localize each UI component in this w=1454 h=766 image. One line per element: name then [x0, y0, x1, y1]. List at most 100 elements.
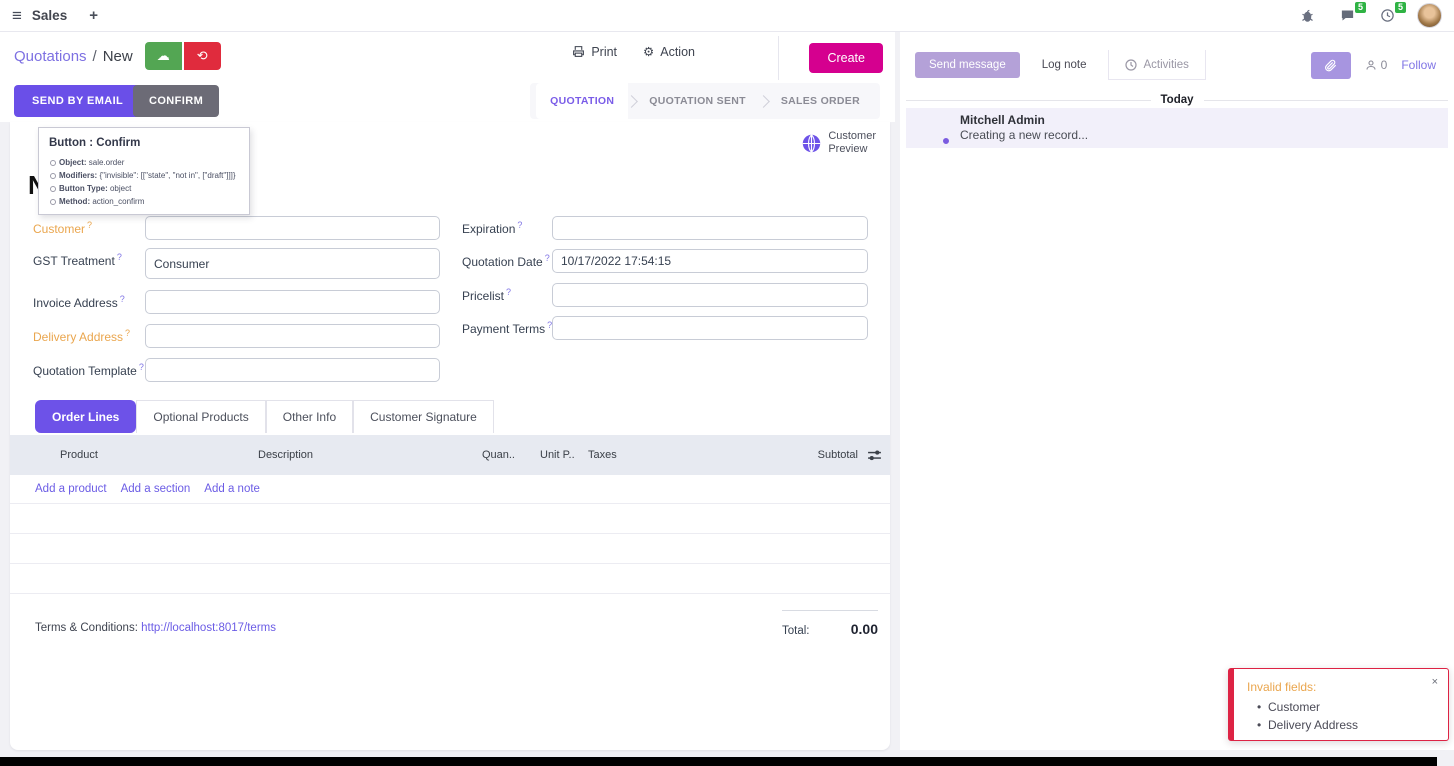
status-quotation[interactable]: QUOTATION: [536, 83, 629, 119]
payment-terms-label: Payment Terms?: [462, 320, 553, 336]
customer-label: Customer?: [33, 220, 93, 236]
invalid-field-item: Customer: [1257, 700, 1438, 714]
quotation-template-input[interactable]: [145, 358, 440, 382]
tab-customer-signature[interactable]: Customer Signature: [353, 400, 494, 433]
total-box: Total: 0.00: [782, 610, 878, 637]
schedule-activity-button[interactable]: Activities: [1108, 50, 1206, 80]
messages-badge: 5: [1354, 1, 1366, 13]
cloud-save-icon: ☁: [156, 48, 170, 63]
messages-icon[interactable]: 5: [1337, 1, 1366, 25]
date-divider-label: Today: [1160, 94, 1194, 106]
tab-other-info[interactable]: Other Info: [265, 400, 354, 433]
add-a-section-link[interactable]: Add a section: [120, 483, 191, 495]
quotation-date-input[interactable]: [552, 249, 868, 273]
action-label: Action: [660, 44, 695, 59]
quotation-date-label: Quotation Date?: [462, 253, 550, 269]
apps-menu-icon[interactable]: ≡: [12, 5, 22, 25]
expiration-label: Expiration?: [462, 220, 523, 236]
discard-record-button[interactable]: ⟲: [183, 42, 221, 70]
message-author: Mitchell Admin: [960, 113, 1045, 127]
breadcrumb-current: New: [102, 47, 133, 65]
status-quotation-sent[interactable]: QUOTATION SENT: [649, 95, 746, 107]
action-menu[interactable]: ⚙ Action: [643, 44, 695, 60]
add-a-note-link[interactable]: Add a note: [204, 483, 260, 495]
chatter-toolbar: Send message Log note Activities 0 Follo…: [900, 50, 1454, 80]
customer-preview-label: Customer Preview: [828, 130, 876, 155]
optional-columns-icon[interactable]: [858, 450, 890, 461]
clock-icon: [1125, 58, 1138, 71]
app-name-menu[interactable]: Sales: [31, 8, 68, 23]
breadcrumb-quotations-link[interactable]: Quotations: [14, 47, 87, 65]
save-record-button[interactable]: ☁: [144, 42, 182, 70]
send-message-button[interactable]: Send message: [915, 52, 1020, 78]
delivery-address-input[interactable]: [145, 324, 440, 348]
empty-order-line: [10, 534, 890, 564]
activities-label: Activities: [1143, 58, 1189, 71]
log-note-button[interactable]: Log note: [1041, 59, 1087, 71]
delivery-address-label: Delivery Address?: [33, 328, 131, 344]
tooltip-key: Modifiers:: [59, 171, 98, 180]
invalid-field-item: Delivery Address: [1257, 718, 1438, 732]
create-button[interactable]: Create: [809, 43, 883, 73]
customer-input[interactable]: [145, 216, 440, 240]
expiration-input[interactable]: [552, 216, 868, 240]
button-debug-tooltip: Button : Confirm Object: sale.order Modi…: [38, 127, 250, 215]
confirm-button[interactable]: CONFIRM: [133, 85, 220, 117]
col-quantity: Quan..: [481, 449, 515, 461]
tooltip-key: Method:: [59, 197, 91, 206]
empty-order-line: [10, 504, 890, 534]
order-lines-header: Product Description Quan.. Unit P.. Taxe…: [10, 435, 890, 475]
tooltip-key: Button Type:: [59, 184, 108, 193]
tooltip-value: sale.order: [86, 158, 125, 167]
message-body: Creating a new record...: [960, 128, 1089, 142]
paperclip-icon: [1325, 59, 1337, 71]
col-product: Product: [60, 449, 98, 461]
col-subtotal: Subtotal: [817, 449, 858, 461]
terms-link[interactable]: http://localhost:8017/terms: [141, 622, 276, 634]
top-navbar: ≡ Sales + 5 5: [0, 0, 1454, 32]
order-lines-add-row: Add a product Add a section Add a note: [10, 475, 890, 504]
quotation-template-label: Quotation Template?: [33, 362, 144, 378]
tooltip-key: Object:: [59, 158, 87, 167]
form-panel: Quotations / New ☁ ⟲ Print ⚙ Action Crea…: [0, 32, 895, 757]
send-by-email-button[interactable]: SEND BY EMAIL: [14, 85, 142, 117]
user-avatar[interactable]: [1417, 3, 1442, 28]
pricelist-input[interactable]: [552, 283, 868, 307]
new-tab-button[interactable]: +: [89, 7, 98, 24]
col-unit-price: Unit P..: [540, 449, 575, 461]
customer-preview-button[interactable]: Customer Preview: [802, 130, 876, 156]
form-statusbar-row: SEND BY EMAIL CONFIRM QUOTATION QUOTATIO…: [0, 80, 895, 122]
notebook-tabs: Order Lines Optional Products Other Info…: [35, 400, 494, 433]
follower-person-icon: [1366, 60, 1376, 70]
bottom-bar: [0, 757, 1437, 766]
gst-treatment-select[interactable]: [145, 248, 440, 279]
col-description: Description: [258, 449, 314, 461]
invalid-fields-toast: Invalid fields: × Customer Delivery Addr…: [1228, 668, 1449, 741]
tab-optional-products[interactable]: Optional Products: [136, 400, 266, 433]
attach-files-button[interactable]: [1310, 51, 1351, 79]
tooltip-value: action_confirm: [90, 197, 145, 206]
printer-icon: [573, 46, 585, 57]
gear-icon: ⚙: [643, 45, 655, 59]
followers-counter[interactable]: 0: [1365, 58, 1387, 72]
activities-clock-icon[interactable]: 5: [1377, 1, 1406, 25]
debug-bug-icon[interactable]: [1297, 7, 1317, 25]
tooltip-value: object: [107, 184, 132, 193]
invoice-address-label: Invoice Address?: [33, 294, 125, 310]
invoice-address-input[interactable]: [145, 290, 440, 314]
activities-badge: 5: [1394, 1, 1406, 13]
status-sales-order[interactable]: SALES ORDER: [780, 95, 860, 107]
statusbar: QUOTATION QUOTATION SENT SALES ORDER: [530, 83, 880, 119]
globe-icon: [803, 133, 821, 153]
payment-terms-input[interactable]: [552, 316, 868, 340]
tab-order-lines[interactable]: Order Lines: [35, 400, 137, 433]
close-icon[interactable]: ×: [1431, 676, 1438, 688]
date-divider: Today: [906, 94, 1449, 106]
add-a-product-link[interactable]: Add a product: [35, 483, 107, 495]
follow-button[interactable]: Follow: [1401, 58, 1436, 72]
print-menu[interactable]: Print: [572, 45, 617, 59]
form-sheet: New Button : Confirm Object: sale.order …: [10, 122, 890, 750]
gst-treatment-label: GST Treatment?: [33, 252, 122, 268]
total-value: 0.00: [850, 621, 878, 637]
